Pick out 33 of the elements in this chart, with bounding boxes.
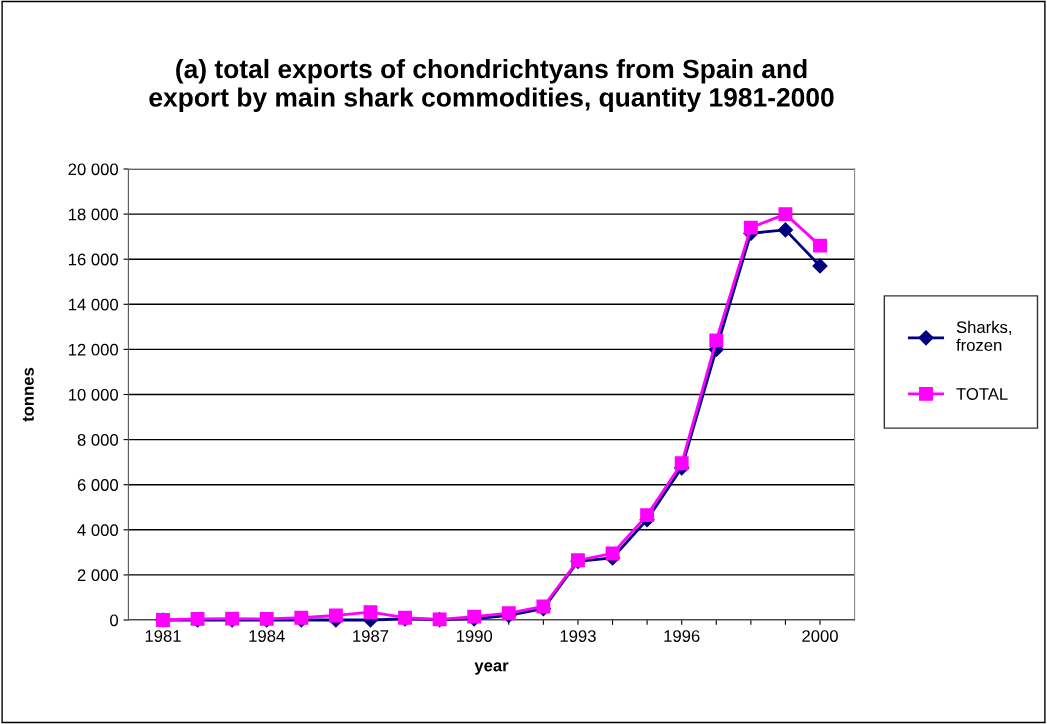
point	[813, 238, 827, 253]
point	[363, 605, 378, 620]
y-tick-label: 16 000	[68, 253, 119, 266]
point	[778, 207, 793, 222]
point	[777, 222, 794, 238]
y-tick-label: 12 000	[68, 343, 119, 356]
x-axis-title: year	[474, 662, 509, 675]
x-tick-label: 1981	[145, 630, 181, 642]
point	[328, 608, 343, 623]
x-tick-label: 2000	[802, 630, 838, 642]
x-tick-label: 1993	[560, 630, 596, 642]
point	[812, 258, 828, 274]
y-tick-label: 4 000	[77, 524, 119, 536]
x-tick-label: 1990	[456, 630, 493, 642]
x-tick-label: 1996	[664, 630, 700, 642]
chart-title: (a) total exports of chondrichtyans from Spain and export by main shark commodities, quantity 1981-2000	[149, 58, 834, 112]
y-tick-label: 14 000	[68, 298, 119, 311]
point	[674, 456, 689, 471]
legend-label: Sharks, frozen	[956, 320, 1011, 352]
y-tick-label: 10 000	[68, 388, 119, 401]
point	[743, 220, 758, 235]
y-tick-label: 20 000	[68, 163, 119, 176]
y-tick-label: 8 000	[77, 434, 119, 446]
y-tick-label: 0	[110, 614, 119, 627]
y-tick-label: 18 000	[68, 208, 119, 221]
y-tick-label: 2 000	[77, 569, 119, 582]
x-tick-label: 1987	[353, 630, 389, 642]
point	[709, 333, 724, 348]
legend-label: TOTAL	[956, 388, 1008, 400]
point	[640, 508, 655, 523]
y-tick-label: 6 000	[77, 479, 119, 491]
x-tick-label: 1984	[249, 630, 285, 642]
y-axis-title: tonnes	[22, 367, 34, 422]
